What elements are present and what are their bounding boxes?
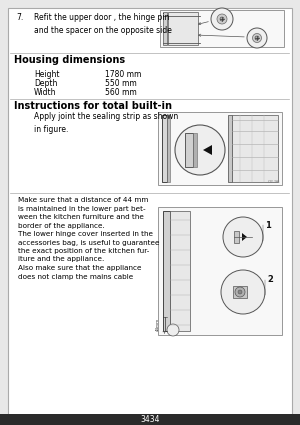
Bar <box>168 12 198 45</box>
Bar <box>158 207 282 335</box>
Circle shape <box>247 28 267 48</box>
Text: The lower hinge cover inserted in the
accessories bag, is useful to guarantee
th: The lower hinge cover inserted in the ac… <box>18 231 160 263</box>
Polygon shape <box>203 145 212 155</box>
Text: Height: Height <box>34 70 59 79</box>
Text: 1780 mm: 1780 mm <box>105 70 141 79</box>
Bar <box>234 231 239 243</box>
Circle shape <box>175 125 225 175</box>
Text: Refit the upper door , the hinge pin
and the spacer on the opposite side: Refit the upper door , the hinge pin and… <box>34 13 172 34</box>
Circle shape <box>221 270 265 314</box>
Text: 44mm: 44mm <box>156 317 160 331</box>
Circle shape <box>217 14 227 24</box>
Bar <box>162 115 167 182</box>
Circle shape <box>211 8 233 30</box>
Text: 2: 2 <box>267 275 273 284</box>
Circle shape <box>220 17 224 21</box>
Text: Apply joint the sealing strip as shown
in figure.: Apply joint the sealing strip as shown i… <box>34 112 178 133</box>
Bar <box>167 115 170 182</box>
Text: Also make sure that the appliance
does not clamp the mains cable: Also make sure that the appliance does n… <box>18 265 142 280</box>
Circle shape <box>253 34 262 43</box>
Text: G2-96: G2-96 <box>267 180 280 184</box>
Text: Make sure that a distance of 44 mm
is maintained in the lower part bet-
ween the: Make sure that a distance of 44 mm is ma… <box>18 197 148 229</box>
Text: Instructions for total built-in: Instructions for total built-in <box>14 101 172 111</box>
Text: 1: 1 <box>265 221 271 230</box>
Bar <box>163 12 167 45</box>
Text: 550 mm: 550 mm <box>105 79 137 88</box>
Text: Depth: Depth <box>34 79 57 88</box>
Text: Width: Width <box>34 88 56 97</box>
Circle shape <box>255 36 259 40</box>
Text: 560 mm: 560 mm <box>105 88 137 97</box>
Bar <box>0 414 300 425</box>
Bar <box>228 115 232 182</box>
Circle shape <box>167 324 179 336</box>
Text: 3434: 3434 <box>140 415 160 424</box>
Circle shape <box>238 290 242 294</box>
Text: 7.: 7. <box>16 13 23 22</box>
Bar <box>163 211 170 331</box>
Circle shape <box>235 287 245 297</box>
Polygon shape <box>242 233 247 241</box>
Bar <box>160 10 284 47</box>
Bar <box>233 286 247 298</box>
Text: Housing dimensions: Housing dimensions <box>14 55 125 65</box>
Bar <box>232 115 278 182</box>
Bar <box>193 133 197 167</box>
Bar <box>185 133 193 167</box>
Bar <box>158 112 282 185</box>
Circle shape <box>223 217 263 257</box>
Bar <box>170 211 190 331</box>
